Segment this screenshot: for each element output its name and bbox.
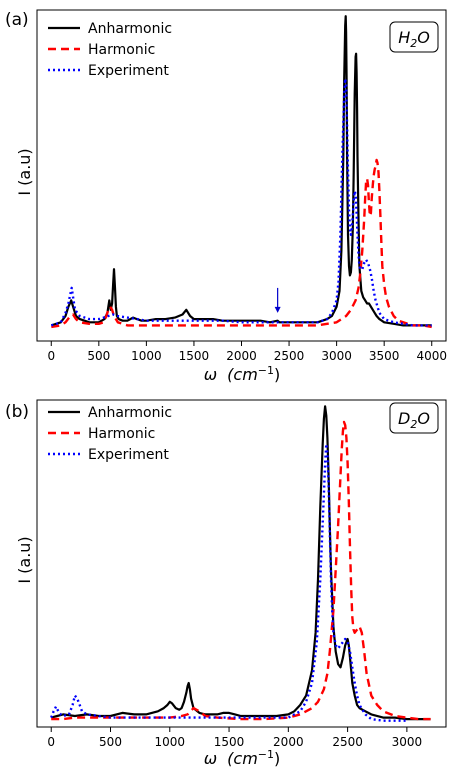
panel-b-molecule-badge: D2O	[389, 402, 439, 434]
x-tick-label-1: 500	[87, 349, 110, 363]
panel-a-xlabel: ω (cm−1)	[204, 364, 281, 384]
legend-label-experiment: Experiment	[88, 63, 169, 79]
panel-a-legend: Anharmonic Harmonic Experiment	[48, 21, 172, 79]
x-tick-label-4: 2000	[273, 735, 304, 749]
panel-b-series	[50, 405, 431, 722]
legend-label-harmonic: Harmonic	[88, 42, 155, 58]
x-tick-label-0: 0	[47, 349, 55, 363]
panel-b-plot-frame	[36, 399, 447, 728]
series-line-anharmonic	[50, 405, 431, 721]
panel-a-ylabel: I (a.u)	[15, 148, 34, 195]
panel-b-badge-text: D2O	[398, 409, 430, 431]
panel-b-x-ticks: 0 500 1000 1500 2000 2500 3000	[47, 727, 422, 749]
panel-b-label: (b)	[5, 402, 29, 422]
x-tick-label-0: 0	[47, 735, 55, 749]
x-tick-label-2: 1000	[155, 735, 186, 749]
panel-a: (a) I (a.u) 0 500 1000 1500 2000 2500 3000 3500…	[5, 9, 447, 384]
x-tick-label-7: 3500	[369, 349, 400, 363]
legend-label-experiment: Experiment	[88, 447, 169, 463]
panel-b-badge-box	[389, 402, 439, 434]
x-tick-label-8: 4000	[416, 349, 447, 363]
series-line-harmonic	[51, 158, 432, 329]
panel-a-molecule-badge: H2O	[389, 21, 439, 53]
series-line-harmonic	[51, 420, 431, 721]
x-tick-label-6: 3000	[392, 735, 423, 749]
legend-label-anharmonic: Anharmonic	[88, 405, 172, 421]
panel-a-badge-box	[389, 21, 439, 53]
x-tick-label-3: 1500	[179, 349, 210, 363]
x-tick-label-6: 3000	[321, 349, 352, 363]
legend-label-harmonic: Harmonic	[88, 426, 155, 442]
x-tick-label-1: 500	[99, 735, 122, 749]
x-tick-label-4: 2000	[226, 349, 257, 363]
panel-b-xlabel: ω (cm−1)	[204, 748, 281, 768]
panel-b: (b) I (a.u) 0 500 1000 1500 2000 2500 3000 Anh…	[5, 399, 447, 768]
panel-a-label: (a)	[5, 10, 29, 30]
legend-label-anharmonic: Anharmonic	[88, 21, 172, 37]
panel-a-badge-text: H2O	[398, 28, 430, 50]
x-tick-label-3: 1500	[214, 735, 245, 749]
panel-a-x-ticks: 0 500 1000 1500 2000 2500 3000 3500 4000	[47, 341, 447, 363]
arrow-head	[274, 306, 281, 313]
x-tick-label-5: 2500	[332, 735, 363, 749]
x-tick-label-2: 1000	[131, 349, 162, 363]
panel-a-series	[50, 15, 432, 329]
series-line-experiment	[50, 77, 432, 327]
panel-a-annotations	[274, 287, 281, 313]
series-line-anharmonic	[50, 15, 432, 327]
x-tick-label-5: 2500	[274, 349, 305, 363]
panel-b-legend: Anharmonic Harmonic Experiment	[48, 405, 172, 463]
panel-b-ylabel: I (a.u)	[15, 536, 34, 583]
series-line-experiment	[50, 442, 407, 722]
